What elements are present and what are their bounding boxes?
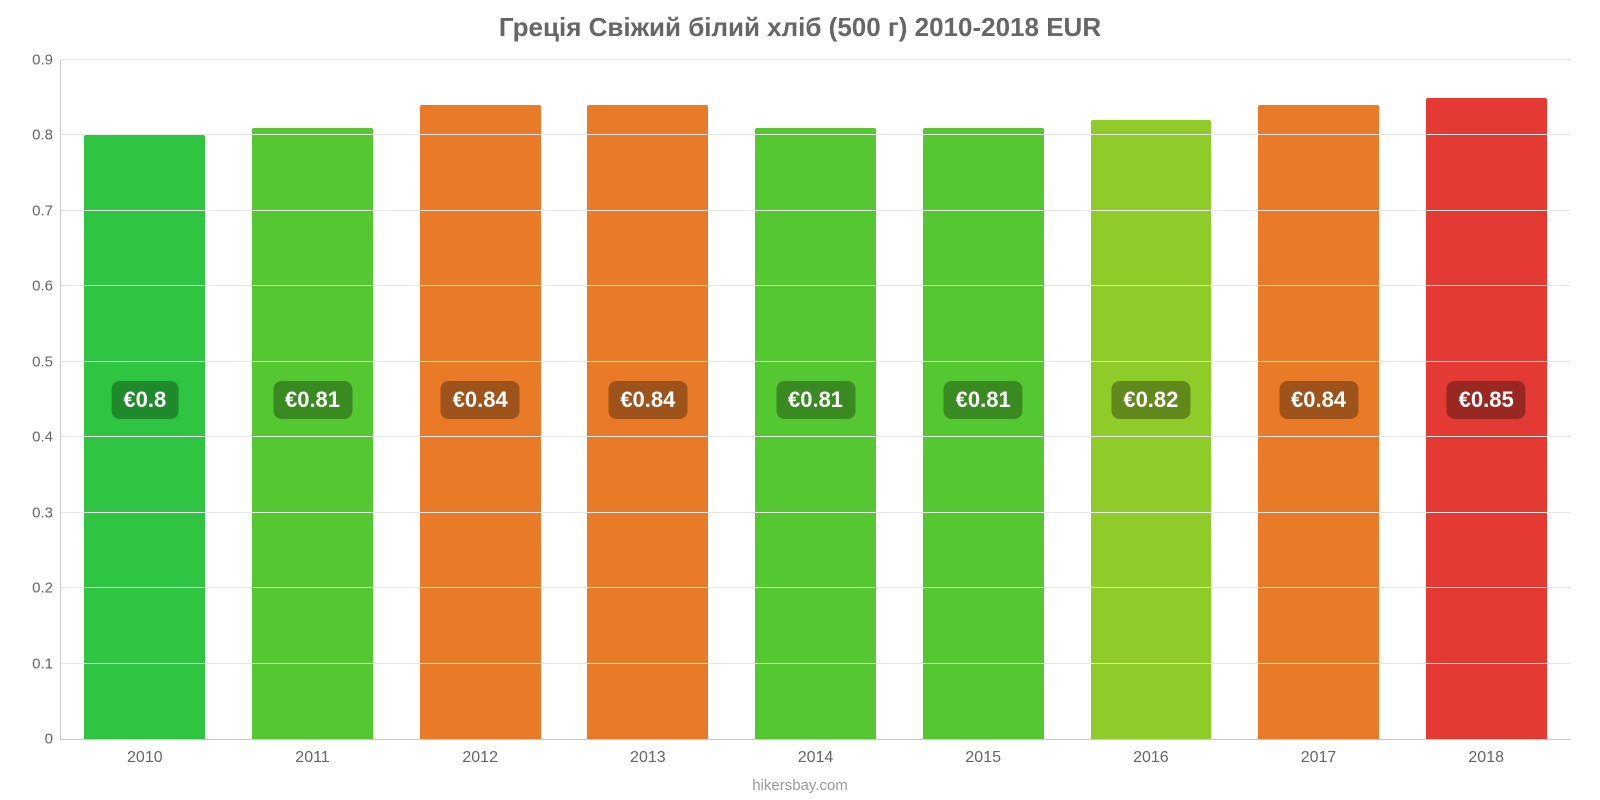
- y-tick-label: 0.8: [32, 127, 61, 144]
- y-tick-label: 0.2: [32, 580, 61, 597]
- bar: [420, 105, 541, 739]
- x-tick-label: 2014: [798, 739, 834, 767]
- bar: [755, 128, 876, 739]
- x-tick-label: 2010: [127, 739, 163, 767]
- attribution: hikersbay.com: [0, 777, 1600, 794]
- bar-slot: €0.812015: [899, 60, 1067, 739]
- bar-slot: €0.82010: [61, 60, 229, 739]
- grid-line: [61, 210, 1570, 211]
- y-tick-label: 0.5: [32, 353, 61, 370]
- x-tick-label: 2017: [1301, 739, 1337, 767]
- value-badge: €0.84: [608, 381, 687, 419]
- bar-slot: €0.842017: [1235, 60, 1403, 739]
- x-tick-label: 2015: [965, 739, 1001, 767]
- grid-line: [61, 285, 1570, 286]
- grid-line: [61, 436, 1570, 437]
- value-badge: €0.82: [1111, 381, 1190, 419]
- bars-container: €0.82010€0.812011€0.842012€0.842013€0.81…: [61, 60, 1570, 739]
- plot-area: €0.82010€0.812011€0.842012€0.842013€0.81…: [60, 60, 1570, 740]
- x-tick-label: 2016: [1133, 739, 1169, 767]
- y-tick-label: 0.7: [32, 202, 61, 219]
- bar: [252, 128, 373, 739]
- value-badge: €0.81: [273, 381, 352, 419]
- value-badge: €0.84: [1279, 381, 1358, 419]
- bar-slot: €0.842013: [564, 60, 732, 739]
- bar: [1091, 120, 1212, 739]
- grid-line: [61, 59, 1570, 60]
- y-tick-label: 0.6: [32, 278, 61, 295]
- y-tick-label: 0.4: [32, 429, 61, 446]
- bar: [923, 128, 1044, 739]
- grid-line: [61, 361, 1570, 362]
- bar-slot: €0.812011: [229, 60, 397, 739]
- bar-slot: €0.812014: [732, 60, 900, 739]
- y-tick-label: 0.1: [32, 655, 61, 672]
- y-tick-label: 0.9: [32, 52, 61, 69]
- bar: [587, 105, 708, 739]
- y-tick-label: 0: [45, 731, 61, 748]
- value-badge: €0.8: [111, 381, 178, 419]
- bar-slot: €0.822016: [1067, 60, 1235, 739]
- grid-line: [61, 663, 1570, 664]
- value-badge: €0.85: [1447, 381, 1526, 419]
- value-badge: €0.81: [776, 381, 855, 419]
- x-tick-label: 2013: [630, 739, 666, 767]
- y-tick-label: 0.3: [32, 504, 61, 521]
- bar-slot: €0.842012: [396, 60, 564, 739]
- grid-line: [61, 512, 1570, 513]
- value-badge: €0.81: [944, 381, 1023, 419]
- bar-slot: €0.852018: [1402, 60, 1570, 739]
- value-badge: €0.84: [441, 381, 520, 419]
- x-tick-label: 2012: [462, 739, 498, 767]
- chart-title: Греція Свіжий білий хліб (500 г) 2010-20…: [0, 12, 1600, 43]
- x-tick-label: 2018: [1468, 739, 1504, 767]
- grid-line: [61, 587, 1570, 588]
- x-tick-label: 2011: [295, 739, 329, 767]
- bar-chart: Греція Свіжий білий хліб (500 г) 2010-20…: [0, 0, 1600, 800]
- grid-line: [61, 134, 1570, 135]
- bar: [1258, 105, 1379, 739]
